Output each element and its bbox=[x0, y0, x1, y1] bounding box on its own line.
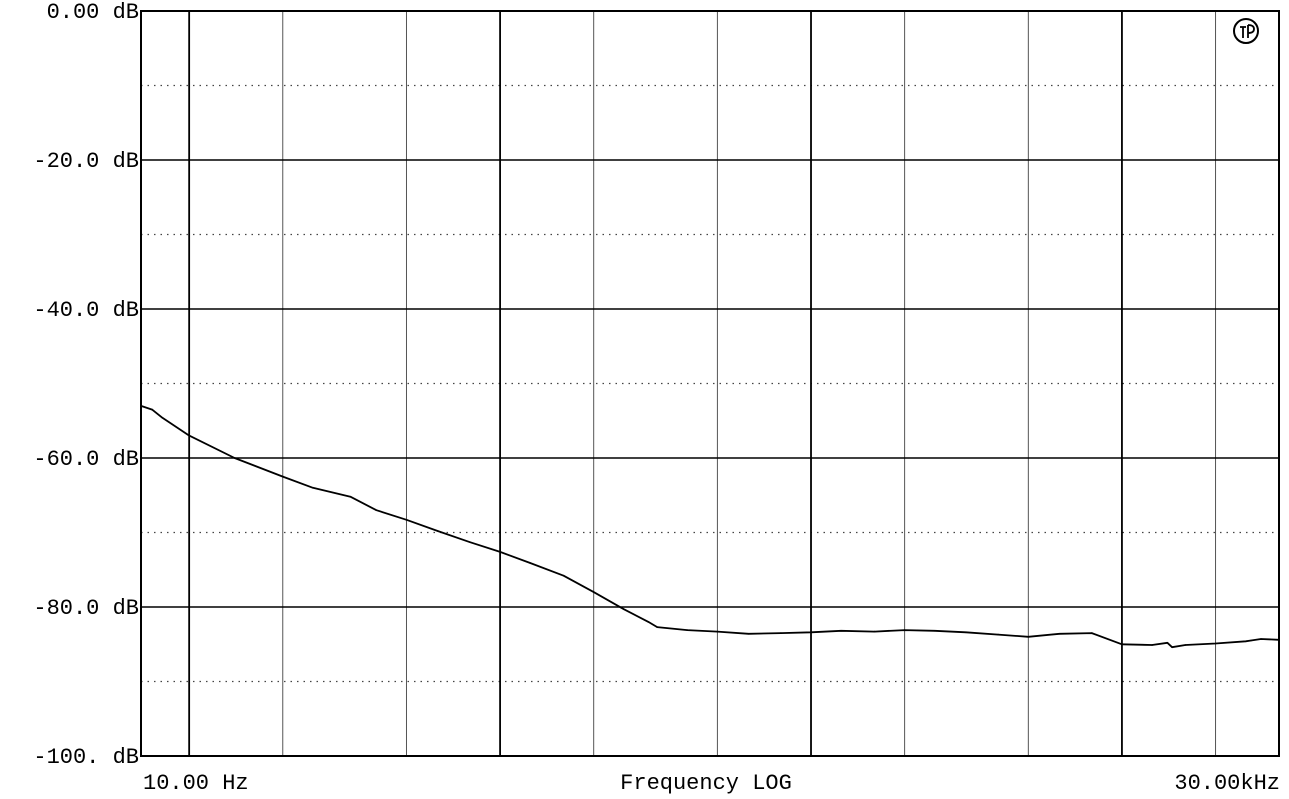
data-point bbox=[623, 608, 625, 610]
data-point bbox=[349, 495, 352, 498]
data-point bbox=[436, 530, 439, 532]
minor-y-gridlines bbox=[141, 84, 1279, 683]
data-point bbox=[499, 551, 501, 553]
data-point bbox=[840, 630, 842, 632]
data-point bbox=[1121, 643, 1123, 646]
minor-x-gridlines bbox=[282, 11, 1217, 756]
data-point bbox=[997, 633, 999, 636]
data-point bbox=[312, 487, 314, 489]
data-point bbox=[282, 475, 284, 478]
data-point bbox=[592, 591, 595, 593]
y-tick-label: 0.00 dB bbox=[47, 0, 139, 25]
data-point bbox=[1214, 642, 1217, 645]
data-point bbox=[1058, 633, 1061, 635]
y-tick-label: -40.0 dB bbox=[33, 298, 139, 323]
data-point bbox=[1166, 642, 1169, 644]
data-point bbox=[780, 632, 782, 634]
x-axis-label: Frequency LOG bbox=[620, 771, 792, 796]
data-point bbox=[656, 626, 658, 628]
y-tick-label: -20.0 dB bbox=[33, 149, 139, 174]
data-point bbox=[161, 417, 164, 419]
data-point bbox=[1171, 646, 1173, 648]
y-tick-label: -60.0 dB bbox=[33, 447, 139, 472]
data-point bbox=[375, 509, 378, 512]
response-line bbox=[140, 405, 1280, 649]
data-point bbox=[233, 457, 236, 459]
data-point bbox=[1244, 640, 1247, 643]
y-tick-label: -80.0 dB bbox=[33, 596, 139, 621]
data-point bbox=[1278, 639, 1280, 641]
data-point bbox=[140, 405, 142, 407]
data-point bbox=[686, 629, 689, 631]
y-tick-label: -100. dB bbox=[33, 745, 139, 770]
data-point bbox=[405, 519, 408, 521]
data-point bbox=[562, 574, 565, 577]
series-group bbox=[140, 405, 1280, 649]
ap-logo-icon bbox=[1233, 18, 1259, 44]
data-point bbox=[873, 630, 876, 633]
data-point bbox=[188, 434, 190, 437]
data-point bbox=[1027, 636, 1030, 638]
y-tick-labels: 0.00 dB -20.0 dB -40.0 dB -60.0 dB -80.0 dB -… bbox=[33, 0, 139, 770]
data-point bbox=[151, 408, 153, 411]
data-point bbox=[903, 629, 906, 631]
major-y-gridlines bbox=[141, 10, 1279, 757]
x-start-tick-label: 10.00 Hz bbox=[143, 771, 249, 796]
data-point bbox=[965, 631, 967, 634]
data-point bbox=[810, 631, 812, 634]
data-point bbox=[1260, 638, 1262, 640]
data-point bbox=[716, 630, 719, 633]
data-point bbox=[1250, 639, 1252, 642]
plot-frame bbox=[140, 10, 1280, 757]
data-point bbox=[1151, 644, 1153, 646]
data-point bbox=[529, 562, 531, 564]
x-end-tick-label: 30.00kHz bbox=[1174, 771, 1280, 796]
data-point bbox=[933, 630, 936, 632]
data-point bbox=[747, 633, 750, 635]
data-point bbox=[469, 541, 471, 543]
data-point bbox=[1091, 632, 1093, 634]
data-point bbox=[647, 621, 650, 623]
data-point bbox=[1184, 644, 1187, 646]
